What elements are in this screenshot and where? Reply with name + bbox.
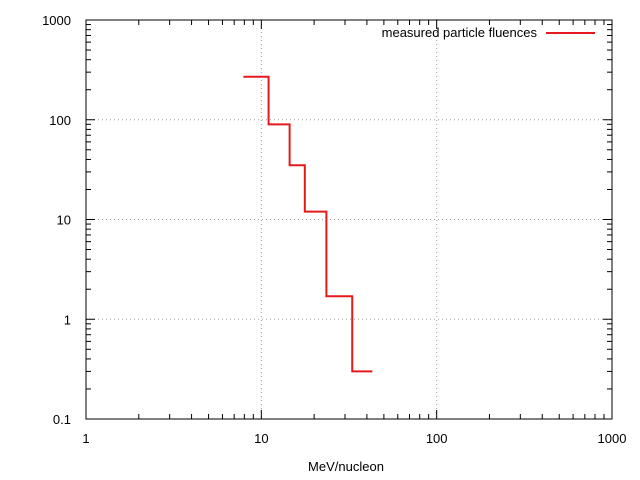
y-tick-label: 1000 <box>42 13 71 28</box>
x-tick-labels: 1 10 100 1000 <box>82 431 626 446</box>
legend-label: measured particle fluences <box>382 25 538 40</box>
plot-area-border <box>85 19 613 420</box>
y-tick-labels: 0.1 1 10 100 1000 <box>42 13 71 427</box>
x-tick-label: 1 <box>82 431 89 446</box>
y-tick-label: 1 <box>64 312 71 327</box>
x-tick-label: 1000 <box>598 431 627 446</box>
y-tick-label: 100 <box>49 113 71 128</box>
x-tick-label: 10 <box>254 431 268 446</box>
grid <box>86 20 612 419</box>
x-tick-label: 100 <box>426 431 448 446</box>
y-tick-label: 10 <box>57 213 71 228</box>
x-axis-title: MeV/nucleon <box>308 459 384 474</box>
series-layer <box>243 75 373 373</box>
y-tick-label: 0.1 <box>53 412 71 427</box>
minor-ticks <box>86 20 612 419</box>
legend: measured particle fluences <box>382 25 595 40</box>
series-line <box>243 75 373 373</box>
